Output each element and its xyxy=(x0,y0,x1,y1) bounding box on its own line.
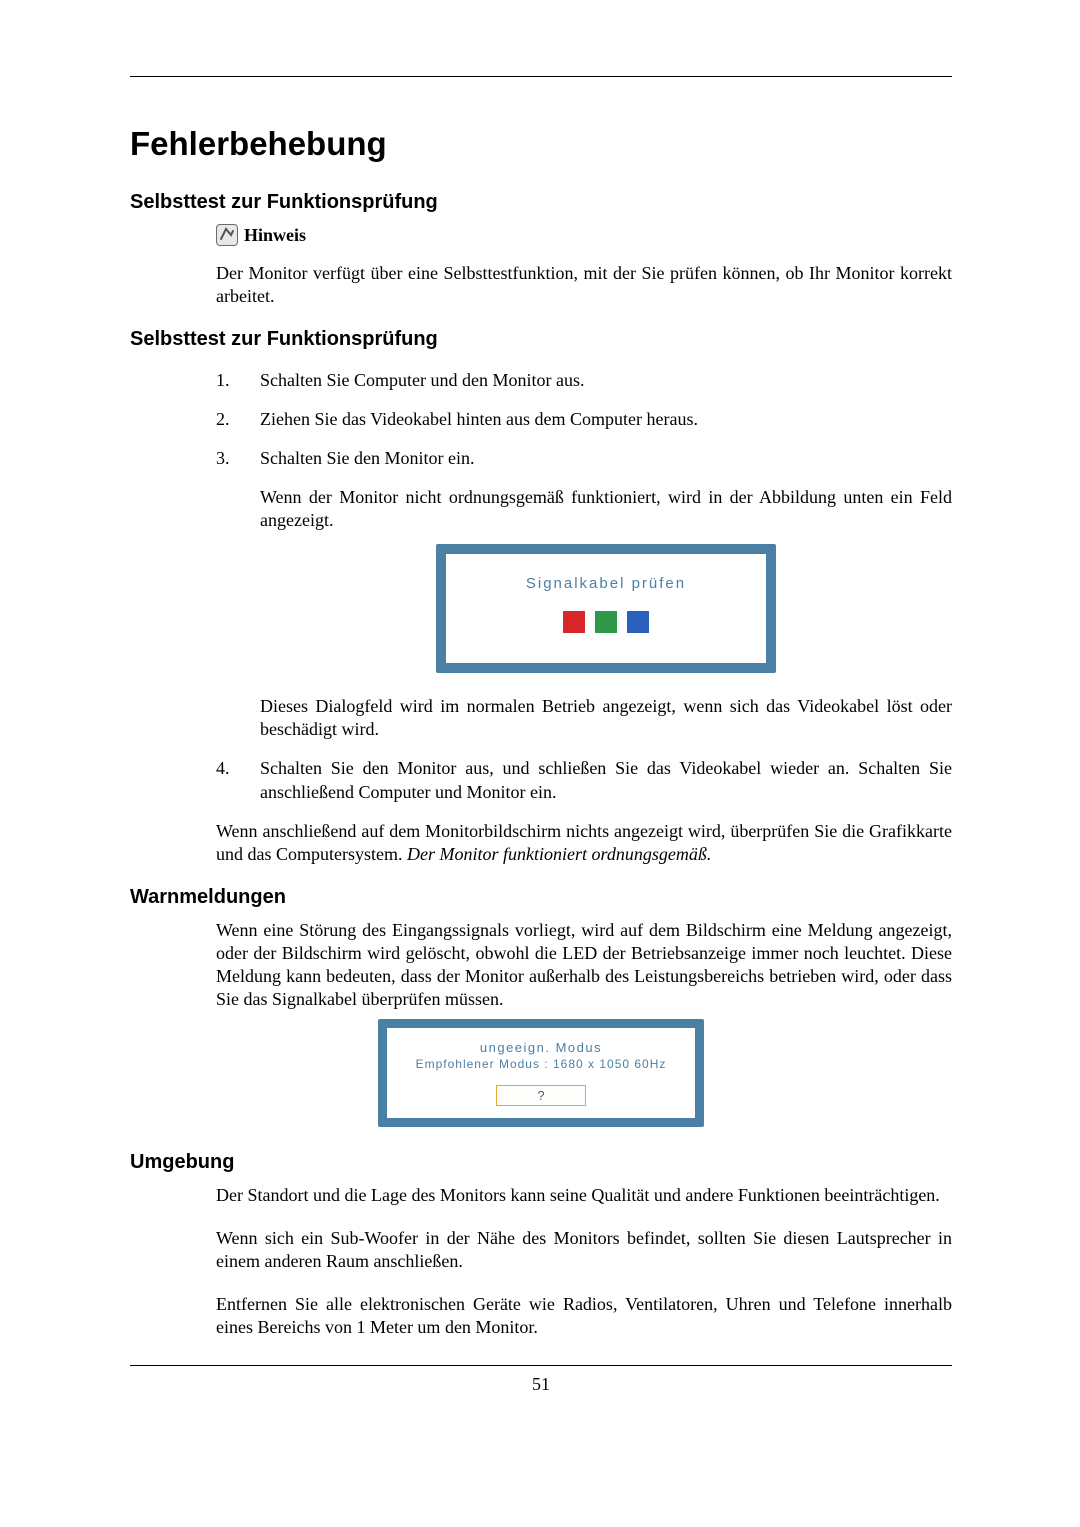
dialog-text: Signalkabel prüfen xyxy=(456,574,756,593)
dialog2-inner: ungeeign. Modus Empfohlener Modus : 1680… xyxy=(387,1028,695,1118)
note-label: Hinweis xyxy=(244,225,306,246)
step-2: Ziehen Sie das Videokabel hinten aus dem… xyxy=(216,408,952,431)
note-row: Hinweis xyxy=(216,224,952,246)
section-heading-env: Umgebung xyxy=(130,1151,952,1174)
dialog-signal-cable: Signalkabel prüfen xyxy=(260,544,952,673)
warn-paragraph: Wenn eine Störung des Eingangssignals vo… xyxy=(216,919,952,1011)
step-4: Schalten Sie den Monitor aus, und schlie… xyxy=(216,757,952,803)
step-4-text: Schalten Sie den Monitor aus, und schlie… xyxy=(260,758,952,801)
step-3-text: Schalten Sie den Monitor ein. xyxy=(260,448,474,468)
step-1: Schalten Sie Computer und den Monitor au… xyxy=(216,369,952,392)
square-blue xyxy=(627,611,649,633)
dialog-color-squares xyxy=(456,611,756,633)
note-icon xyxy=(216,224,238,246)
closing-b: Der Monitor funktioniert ordnungsgemäß. xyxy=(407,844,711,864)
env-p2: Wenn sich ein Sub-Woofer in der Nähe des… xyxy=(216,1227,952,1273)
rule-top xyxy=(130,76,952,77)
step-3-sub2: Dieses Dialogfeld wird im normalen Betri… xyxy=(260,695,952,741)
step-1-text: Schalten Sie Computer und den Monitor au… xyxy=(260,370,584,390)
step-3-sub1: Wenn der Monitor nicht ordnungsgemäß fun… xyxy=(260,486,952,532)
step-3: Schalten Sie den Monitor ein. Wenn der M… xyxy=(216,447,952,741)
section-heading-warn: Warnmeldungen xyxy=(130,886,952,909)
dialog-mode: ungeeign. Modus Empfohlener Modus : 1680… xyxy=(130,1019,952,1127)
env-p3: Entfernen Sie alle elektronischen Geräte… xyxy=(216,1293,952,1339)
dialog2-button: ? xyxy=(496,1085,585,1106)
page-title: Fehlerbehebung xyxy=(130,125,952,163)
steps-list: Schalten Sie Computer und den Monitor au… xyxy=(216,369,952,803)
square-green xyxy=(595,611,617,633)
dialog-inner: Signalkabel prüfen xyxy=(446,554,766,663)
env-p1: Der Standort und die Lage des Monitors k… xyxy=(216,1184,952,1207)
section-heading-selftest-1: Selbsttest zur Funktionsprüfung xyxy=(130,191,952,214)
closing-paragraph: Wenn anschließend auf dem Monitorbildsch… xyxy=(216,820,952,866)
square-red xyxy=(563,611,585,633)
step-2-text: Ziehen Sie das Videokabel hinten aus dem… xyxy=(260,409,698,429)
dialog2-line2: Empfohlener Modus : 1680 x 1050 60Hz xyxy=(395,1057,687,1071)
dialog-frame: Signalkabel prüfen xyxy=(436,544,776,673)
dialog2-frame: ungeeign. Modus Empfohlener Modus : 1680… xyxy=(378,1019,704,1127)
page: Fehlerbehebung Selbsttest zur Funktionsp… xyxy=(0,0,1080,1435)
section-heading-selftest-2: Selbsttest zur Funktionsprüfung xyxy=(130,328,952,351)
dialog2-line1: ungeeign. Modus xyxy=(395,1040,687,1055)
rule-bottom xyxy=(130,1365,952,1366)
note-block: Hinweis Der Monitor verfügt über eine Se… xyxy=(216,224,952,308)
note-text: Der Monitor verfügt über eine Selbsttest… xyxy=(216,262,952,308)
page-number: 51 xyxy=(130,1374,952,1395)
